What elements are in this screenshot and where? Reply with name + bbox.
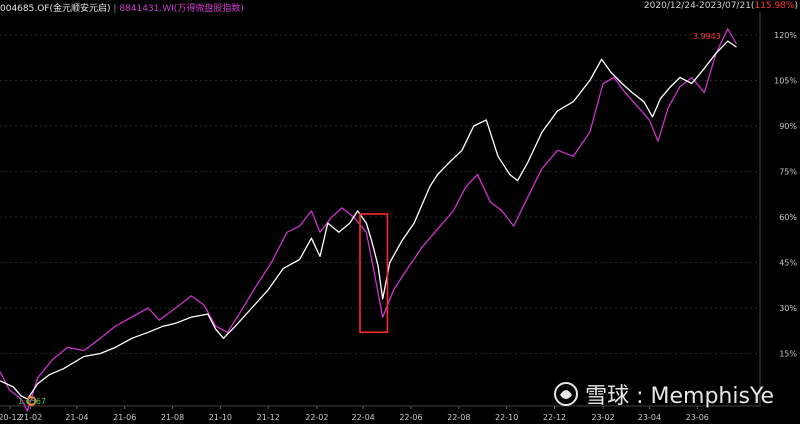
x-tick-label: 21-08 — [161, 413, 184, 422]
watermark: 雪球 : MemphisYe — [553, 378, 774, 410]
x-tick-label: 23-02 — [592, 413, 615, 422]
y-tick-label: 45% — [779, 259, 797, 268]
start-value-label: 1.6567 — [18, 397, 46, 406]
y-tick-label: 60% — [779, 213, 797, 222]
x-tick-label: 22-10 — [495, 413, 518, 422]
y-tick-label: 90% — [779, 122, 797, 131]
y-tick-label: 30% — [779, 304, 797, 313]
series-line-fund — [0, 40, 737, 400]
x-tick-label: 21-12 — [257, 413, 280, 422]
watermark-text: 雪球 : MemphisYe — [585, 384, 774, 409]
x-tick-label: 23-04 — [638, 413, 661, 422]
x-tick-label: 21-10 — [209, 413, 232, 422]
change-pct: 115.98% — [754, 1, 795, 11]
date-range: 2020/12/24-2023/07/21 — [643, 1, 751, 11]
y-tick-label: 120% — [774, 31, 797, 40]
y-tick-label: 75% — [779, 168, 797, 177]
x-tick-label: 22-12 — [543, 413, 566, 422]
end-value-label: 3.9943 — [693, 32, 721, 41]
start-marker — [26, 396, 37, 406]
x-tick-label: 22-06 — [399, 413, 422, 422]
x-tick-label: 23-06 — [686, 413, 709, 422]
x-tick-label: 22-08 — [447, 413, 470, 422]
y-tick-label: 105% — [774, 77, 797, 86]
x-tick-label: 22-04 — [352, 413, 375, 422]
xueqiu-logo-icon — [554, 382, 579, 406]
series-line-index — [0, 28, 738, 412]
x-tick-label: 21-04 — [65, 413, 88, 422]
y-tick-label: 15% — [779, 350, 797, 359]
x-tick-label: 22-02 — [305, 413, 328, 422]
x-tick-label: 21-02 — [19, 413, 42, 422]
chart-header: 004685.OF(金元顺安元启) | 8841431.WI(万得微盘股指数) — [0, 1, 244, 14]
x-tick-label: 21-06 — [113, 413, 136, 422]
x-tick-label: 20-12 — [0, 413, 22, 422]
series2-label[interactable]: 8841431.WI(万得微盘股指数) — [119, 4, 244, 14]
highlight-box — [359, 213, 389, 334]
series1-label[interactable]: 004685.OF(金元顺安元启) — [0, 4, 111, 14]
header-separator: | — [113, 4, 117, 14]
date-range-header: 2020/12/24-2023/07/21(115.98%) — [643, 1, 798, 11]
